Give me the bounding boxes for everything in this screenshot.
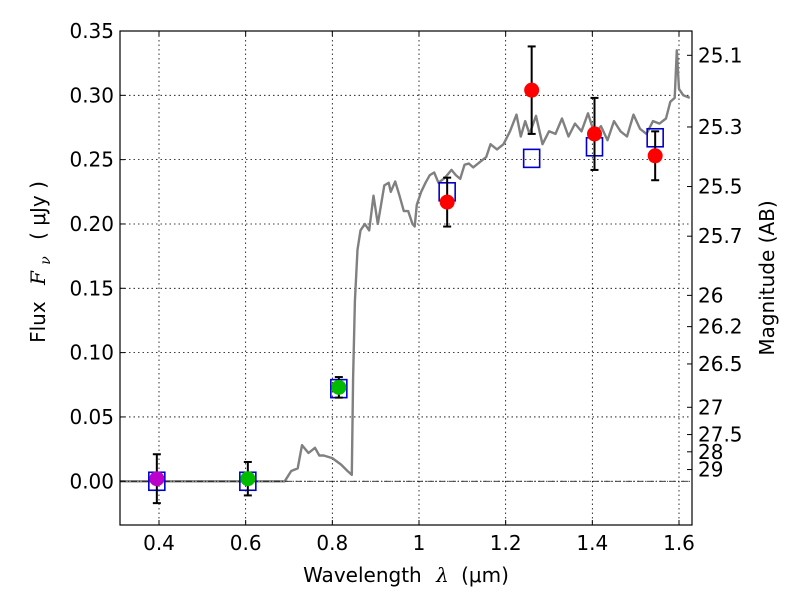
magnitude-tick-label: 27 — [698, 395, 723, 419]
x-axis-label: Wavelength λ (μm) — [303, 563, 509, 587]
plot-frame — [119, 30, 693, 526]
y-axis-label-subscript: ν — [38, 256, 54, 265]
magnitude-tick-label: 26 — [698, 283, 723, 307]
y-tick-label: 0.00 — [69, 469, 114, 493]
x-tick-label: 0.6 — [230, 531, 262, 555]
y-tick-label: 0.10 — [69, 341, 114, 365]
x-axis-label-text: Wavelength — [303, 563, 422, 587]
magnitude-tick-label: 25.1 — [698, 43, 743, 67]
observed-flux-point — [524, 82, 540, 98]
observed-flux-point — [647, 148, 663, 164]
magnitude-axis-label: Magnitude (AB) — [755, 200, 779, 355]
y-axis-label-unit: ( μJy ) — [26, 181, 50, 240]
y-axis-label-text: Flux — [26, 301, 50, 343]
observed-flux-point — [149, 471, 165, 487]
magnitude-tick-label: 26.2 — [698, 315, 743, 339]
x-axis-label-symbol: λ — [435, 563, 449, 587]
y-tick-label: 0.05 — [69, 405, 114, 429]
observed-flux-point — [587, 126, 602, 142]
x-tick-label: 1.2 — [490, 531, 522, 555]
x-tick-label: 0.8 — [316, 531, 348, 555]
y-axis-label-symbol: F — [26, 270, 50, 286]
model-spectrum-layer — [120, 49, 691, 483]
x-tick-label: 1.4 — [576, 531, 608, 555]
magnitude-tick-label: 25.7 — [698, 224, 743, 248]
observed-flux-point — [439, 194, 455, 210]
observed-flux-point — [331, 379, 347, 395]
magnitude-tick-label: 28 — [698, 440, 723, 464]
x-tick-label: 0.4 — [143, 531, 175, 555]
y-tick-label: 0.30 — [69, 83, 114, 107]
model-band-layer — [148, 127, 664, 492]
model-band-square — [522, 148, 541, 169]
magnitude-tick-label: 25.5 — [698, 175, 743, 199]
grid — [120, 30, 692, 525]
y-axis-label: Flux F ν ( μJy ) — [26, 181, 55, 343]
x-axis-label-unit: (μm) — [461, 563, 509, 587]
model-spectrum-line — [120, 49, 691, 483]
x-tick-label: 1 — [413, 531, 426, 555]
y-tick-label: 0.15 — [69, 276, 114, 300]
magnitude-tick-label: 29 — [698, 458, 723, 482]
magnitude-tick-label: 26.5 — [698, 352, 743, 376]
axis-ticks: 0.4 0.6 0.8 1 1.2 1.4 1.6 0.00 0.05 0.10 0.15 0.20 0… — [69, 19, 742, 555]
y-tick-label: 0.35 — [69, 19, 114, 43]
observed-flux-point — [240, 471, 256, 487]
y-tick-label: 0.20 — [69, 212, 114, 236]
magnitude-tick-label: 25.3 — [698, 115, 743, 139]
x-tick-label: 1.6 — [663, 531, 695, 555]
observed-flux-layer — [149, 45, 663, 505]
magnitude-tick-label: 27.5 — [698, 423, 743, 447]
y-tick-label: 0.25 — [69, 148, 114, 172]
